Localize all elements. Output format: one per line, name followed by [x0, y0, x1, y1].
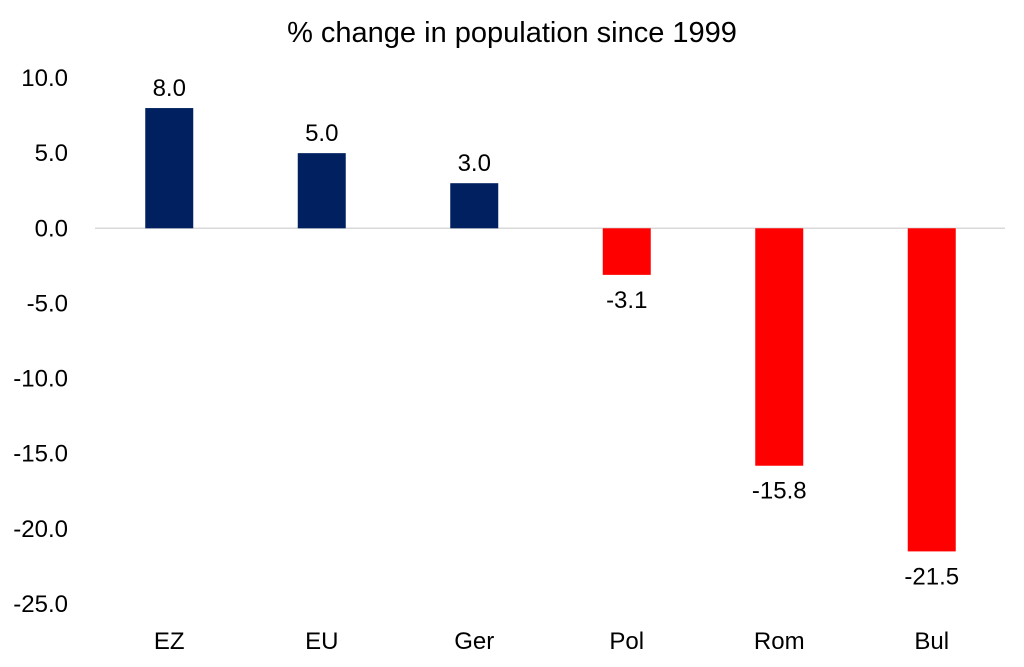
bars [145, 108, 956, 552]
data-label-pol: -3.1 [606, 287, 647, 314]
x-axis: EZ EU Ger Pol Rom Bul [154, 628, 949, 655]
bar-ger [450, 183, 499, 229]
y-tick-label: -15.0 [13, 441, 68, 468]
category-label-eu: EU [305, 628, 338, 655]
y-tick-label: -5.0 [27, 290, 68, 317]
bar-pol [602, 228, 651, 275]
data-label-bul: -21.5 [904, 563, 959, 590]
bar-rom [755, 228, 804, 466]
y-tick-label: -10.0 [13, 366, 68, 393]
y-tick-label: 0.0 [35, 215, 68, 242]
category-label-pol: Pol [609, 628, 644, 655]
bar-eu [297, 153, 346, 229]
category-label-bul: Bul [914, 628, 949, 655]
y-tick-label: -20.0 [13, 516, 68, 543]
y-tick-label: -25.0 [13, 591, 68, 618]
data-label-eu: 5.0 [305, 120, 338, 147]
category-label-rom: Rom [754, 628, 805, 655]
category-label-ez: EZ [154, 628, 185, 655]
data-labels: 8.0 5.0 3.0 -3.1 -15.8 -21.5 [153, 75, 960, 590]
bar-ez [145, 108, 194, 229]
y-tick-label: 10.0 [21, 65, 68, 92]
data-label-ez: 8.0 [153, 75, 186, 102]
y-axis: 10.0 5.0 0.0 -5.0 -10.0 -15.0 -20.0 -25.0 [13, 65, 68, 618]
category-label-ger: Ger [454, 628, 494, 655]
bar-bul [907, 228, 956, 552]
y-tick-label: 5.0 [35, 140, 68, 167]
chart-title: % change in population since 1999 [287, 17, 737, 49]
data-label-ger: 3.0 [458, 150, 491, 177]
data-label-rom: -15.8 [752, 478, 807, 505]
